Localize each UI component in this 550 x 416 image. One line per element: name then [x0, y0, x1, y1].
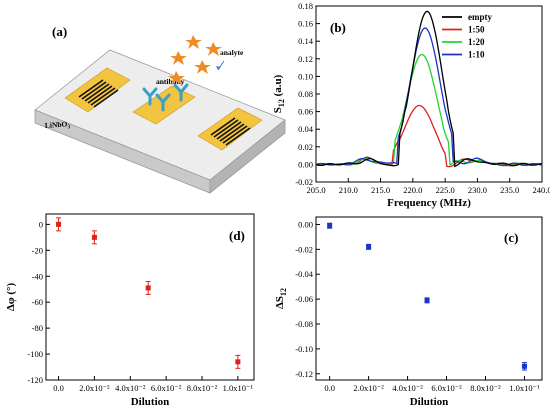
x-tick-label: 215.0 — [371, 185, 390, 195]
substrate-label: LiNbO3 — [45, 119, 71, 132]
y-tick-label: -0.04 — [295, 269, 313, 279]
panel-d-plot-frame — [45, 213, 255, 381]
x-tick-label: 2.0x10⁻² — [79, 383, 110, 393]
x-tick-label: 240.0 — [532, 185, 550, 195]
analyte-icon — [168, 35, 222, 85]
x-tick-label: 6.0x10⁻² — [431, 383, 462, 393]
panel-c-tag: (c) — [504, 230, 518, 245]
panel-a-tag: (a) — [52, 24, 67, 39]
legend-label: 1:20 — [468, 37, 485, 47]
x-tick-label: 6.0x10⁻² — [151, 383, 182, 393]
y-tick-label: -0.10 — [295, 344, 313, 354]
x-tick-label: 225.0 — [436, 185, 455, 195]
y-tick-label: 0.12 — [298, 54, 313, 64]
x-tick-label: 4.0x10⁻² — [115, 383, 146, 393]
y-tick-label: -100 — [27, 349, 43, 359]
panel-c-x-axis-label: Dilution — [410, 396, 449, 408]
y-tick-label: 0.00 — [298, 159, 313, 169]
legend-label: 1:10 — [468, 50, 485, 60]
x-tick-label: 1.0x10⁻¹ — [223, 383, 254, 393]
data-point — [235, 354, 241, 369]
panel-c-y-axis-label: ΔS12 — [274, 288, 288, 309]
substrate-side-face — [209, 119, 286, 194]
analyte-label: analyte — [220, 48, 244, 57]
y-tick-label: 0.02 — [298, 142, 313, 152]
y-tick-label: -60 — [32, 297, 43, 307]
y-tick-label: -0.06 — [295, 294, 313, 304]
y-tick-label: -0.02 — [295, 177, 313, 187]
y-tick-label: 0.00 — [298, 219, 313, 229]
data-point — [56, 217, 62, 232]
y-tick-label: 0.04 — [298, 124, 314, 134]
y-tick-label: -20 — [32, 245, 43, 255]
panel-d-x-axis-label: Dilution — [131, 396, 170, 408]
x-tick-label: 210.0 — [339, 185, 358, 195]
panel-d-phase-shift: (d) 0 -20 -40 -60 -80 -100 -120 0.0 2.0x10⁻² 4.0x… — [5, 213, 255, 408]
antibody-icon — [142, 83, 189, 112]
idt-electrode-right — [197, 107, 263, 151]
panel-b-tag: (b) — [330, 20, 346, 35]
y-tick-label: 0.14 — [298, 36, 314, 46]
x-tick-label: 8.0x10⁻² — [470, 383, 501, 393]
x-tick-label: 0.0 — [324, 383, 335, 393]
series-line-empty — [315, 10, 543, 168]
arrow-head-icon — [216, 66, 221, 70]
data-point — [327, 222, 333, 229]
y-tick-label: 0.10 — [298, 71, 313, 81]
y-tick-label: -80 — [32, 323, 43, 333]
x-tick-label: 230.0 — [468, 185, 487, 195]
y-tick-label: 0.18 — [298, 1, 313, 11]
legend-label: empty — [468, 12, 492, 22]
panel-a-schematic: (a) LiNbO3 — [34, 24, 286, 194]
series-line-1:20 — [315, 53, 543, 167]
x-tick-label: 4.0x10⁻² — [392, 383, 423, 393]
y-tick-label: 0.08 — [298, 89, 313, 99]
panel-b-x-axis-label: Frequency (MHz) — [387, 197, 471, 209]
y-tick-label: -120 — [27, 375, 43, 385]
x-tick-label: 220.0 — [403, 185, 422, 195]
panel-c-plot-frame — [315, 216, 543, 381]
panel-b-y-axis-label: S12 (a.u) — [272, 74, 286, 113]
x-tick-label: 0.0 — [53, 383, 64, 393]
data-point — [521, 362, 527, 371]
x-tick-label: 1.0x10⁻¹ — [509, 383, 540, 393]
y-tick-label: 0.16 — [298, 19, 313, 29]
antibody-label: antibody — [156, 77, 185, 86]
y-tick-label: -0.02 — [295, 244, 313, 254]
idt-electrode-left — [64, 67, 131, 113]
panel-d-tag: (d) — [229, 228, 245, 243]
y-tick-label: 0 — [39, 219, 43, 229]
x-tick-label: 205.0 — [306, 185, 325, 195]
x-tick-label: 235.0 — [500, 185, 519, 195]
panel-c-s12-shift: (c) 0.00 -0.02 -0.04 -0.06 -0.08 -0.10 -0.12 0.… — [274, 216, 543, 408]
y-tick-label: -0.08 — [295, 319, 313, 329]
y-tick-label: -40 — [32, 271, 43, 281]
y-tick-label: 0.06 — [298, 107, 313, 117]
data-point — [145, 280, 151, 295]
legend-label: 1:50 — [468, 25, 485, 35]
x-tick-label: 8.0x10⁻² — [187, 383, 218, 393]
data-point — [366, 243, 372, 250]
series-line-1:50 — [315, 104, 543, 168]
series-line-1:10 — [315, 27, 543, 167]
y-tick-label: -0.12 — [295, 369, 313, 379]
panel-b-spectrum: (b) -0.02 0.00 0.02 0.04 0.06 0.08 0.10 0.12 0.1… — [272, 1, 550, 209]
x-tick-label: 2.0x10⁻² — [353, 383, 384, 393]
data-point — [91, 230, 97, 245]
panel-d-y-axis-label: Δφ (°) — [5, 283, 17, 312]
data-point — [424, 297, 430, 304]
